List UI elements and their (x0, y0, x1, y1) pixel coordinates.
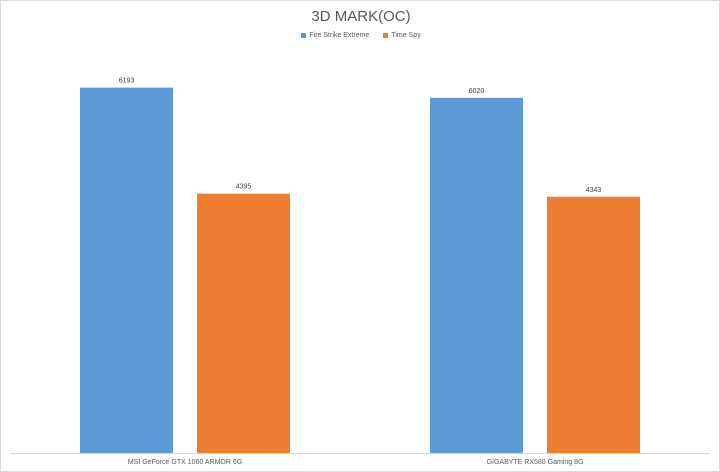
chart-legend: Fire Strike Extreme Time Spy (1, 32, 720, 39)
data-label-1-0: 4395 (236, 184, 252, 191)
bar-0-0 (80, 87, 173, 453)
legend-label-time-spy: Time Spy (391, 32, 421, 39)
bar-1-1 (547, 196, 640, 453)
x-tick-label-0: MSI GeForce GTX 1060 ARMOR 6G (128, 459, 242, 466)
data-label-1-1: 4343 (586, 187, 602, 194)
legend-item-time-spy: Time Spy (383, 32, 421, 39)
bar-1-0 (197, 193, 290, 453)
legend-item-fire-strike: Fire Strike Extreme (301, 32, 369, 39)
data-label-0-1: 6020 (469, 88, 485, 95)
bar-0-1 (430, 97, 523, 453)
legend-swatch-time-spy (383, 33, 389, 38)
data-label-0-0: 6193 (119, 78, 135, 85)
chart-title: 3D MARK(OC) (311, 8, 411, 25)
x-tick-label-1: GIGABYTE RX580 Gaming 8G (487, 459, 584, 466)
legend-label-fire-strike: Fire Strike Extreme (309, 32, 370, 39)
legend-swatch-fire-strike (301, 33, 307, 38)
